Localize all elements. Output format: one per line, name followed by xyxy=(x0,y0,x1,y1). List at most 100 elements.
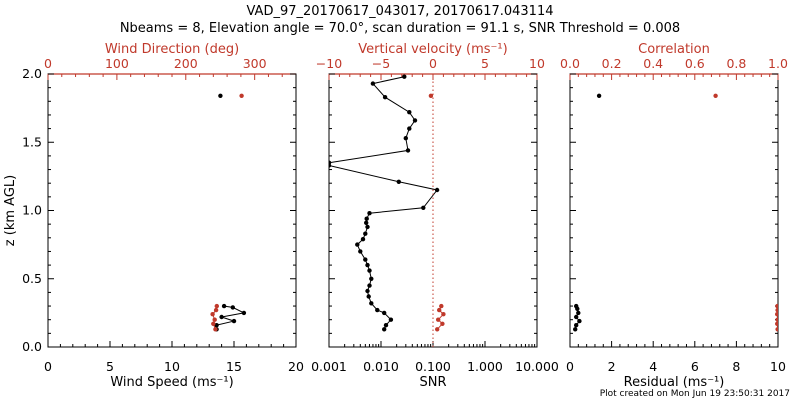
middle-panel-top-tick-label: −5 xyxy=(372,56,390,71)
middle-panel-black-series-0-point xyxy=(370,81,376,86)
middle-panel-black-series-0-point xyxy=(382,310,387,316)
left-panel-bottom-axis-label: Wind Speed (ms⁻¹) xyxy=(110,375,233,390)
middle-panel-black-series-0-point xyxy=(412,118,418,123)
middle-panel-black-series-0-point xyxy=(365,262,370,268)
left-panel-red-series-2-point xyxy=(214,303,219,309)
middle-panel-black-series-0-point xyxy=(329,160,332,165)
middle-panel-black-series-0-point xyxy=(364,216,369,221)
y-tick-label: 2.0 xyxy=(22,66,42,81)
middle-panel-black-series-0-point xyxy=(375,307,380,313)
left-panel-top-tick-label: 0 xyxy=(44,56,52,71)
right-panel-black-series-0-point xyxy=(574,323,579,328)
left-panel-black-series-0-point xyxy=(241,310,247,316)
middle-panel-top-tick-label: 10 xyxy=(529,56,545,71)
plot-created-footer: Plot created on Mon Jun 19 23:50:31 2017 xyxy=(600,389,790,399)
left-panel-red-series-2-point xyxy=(213,327,218,332)
right-panel-top-tick-label: 0.0 xyxy=(560,56,580,71)
middle-panel-black-series-0-point xyxy=(358,249,363,254)
middle-panel-red-series-2-point xyxy=(428,93,434,99)
left-panel-black-series-1-point xyxy=(218,93,223,99)
middle-panel-red-series-1-point xyxy=(439,303,444,309)
left-panel-frame xyxy=(47,73,297,348)
right-panel-black-series-0-point xyxy=(577,318,582,324)
right-panel-bottom-tick-label: 2 xyxy=(608,359,616,374)
right-panel-top-tick-label: 0.2 xyxy=(602,56,622,71)
right-panel-black-series-1-point xyxy=(596,93,602,99)
middle-panel-black-series-0-point xyxy=(388,317,394,322)
left-panel-bottom-tick-label: 15 xyxy=(226,359,242,374)
middle-panel-black-series-0-point xyxy=(363,231,368,236)
right-panel-bottom-axis-label: Residual (ms⁻¹) xyxy=(624,375,725,390)
figure-title-line-2: Nbeams = 8, Elevation angle = 70.0°, sca… xyxy=(120,21,680,36)
middle-panel-black-series-0-point xyxy=(365,224,370,230)
right-panel-top-axis-label: Correlation xyxy=(638,42,710,57)
right-panel-red-series-2-point xyxy=(775,303,778,309)
left-panel-black-series-0-point xyxy=(231,318,237,324)
middle-panel-black-series-0-point xyxy=(369,301,374,306)
middle-panel-bottom-tick-label: 0.001 xyxy=(311,359,347,374)
right-panel-bottom-tick-label: 8 xyxy=(732,359,740,374)
middle-panel-red-series-1-point xyxy=(440,321,445,326)
middle-panel-red-series-1-point xyxy=(437,307,442,313)
middle-panel-top-axis-label: Vertical velocity (ms⁻¹) xyxy=(358,42,507,57)
middle-panel-black-series-0-point xyxy=(402,74,407,79)
right-panel-top-tick-label: 0.6 xyxy=(685,56,705,71)
left-panel-top-axis-label: Wind Direction (deg) xyxy=(105,42,239,57)
middle-panel-black-series-0-point xyxy=(403,136,408,141)
left-panel-bottom-tick-label: 5 xyxy=(106,359,114,374)
right-panel-bottom-tick-label: 0 xyxy=(566,359,574,374)
middle-panel-top-tick-label: 5 xyxy=(481,56,489,71)
middle-panel-bottom-axis-label: SNR xyxy=(419,375,446,390)
right-panel-black-series-0-point xyxy=(576,310,581,316)
middle-panel-red-series-1-point xyxy=(441,312,446,317)
middle-panel-black-series-0-point xyxy=(382,327,387,332)
left-panel-red-series-2-point xyxy=(212,317,217,322)
y-axis-label: z (km AGL) xyxy=(3,175,18,246)
middle-panel-red-series-1-point xyxy=(436,317,441,322)
y-tick-label: 0.0 xyxy=(22,339,42,354)
right-panel-bottom-tick-label: 10 xyxy=(770,359,786,374)
middle-panel-black-series-0-point xyxy=(365,288,370,294)
middle-panel-black-series-0-point xyxy=(367,211,372,216)
middle-panel-black-series-0-point xyxy=(396,179,401,184)
middle-panel-black-series-0-point xyxy=(407,110,412,115)
left-panel-top-tick-label: 300 xyxy=(243,56,267,71)
right-panel-series-group xyxy=(573,93,778,332)
figure-title-line-1: VAD_97_20170617_043017, 20170617.043114 xyxy=(247,4,554,19)
middle-panel-black-series-0-point xyxy=(367,268,372,273)
middle-panel-black-series-0-point xyxy=(421,205,426,210)
middle-panel-black-series-0-point xyxy=(382,95,388,100)
middle-panel-top-tick-label: 0 xyxy=(429,56,437,71)
left-panel-bottom-tick-label: 20 xyxy=(288,359,304,374)
left-panel-top-tick-label: 200 xyxy=(174,56,198,71)
middle-panel-bottom-tick-label: 0.100 xyxy=(415,359,451,374)
middle-panel-top-tick-label: −10 xyxy=(316,56,342,71)
middle-panel-black-series-0-point xyxy=(383,323,389,328)
left-panel-black-series-0-point xyxy=(219,314,224,320)
middle-panel-black-series-0-point xyxy=(355,242,360,247)
middle-panel-black-series-0-point xyxy=(434,187,440,193)
left-panel-red-series-2-point xyxy=(213,307,219,313)
y-tick-label: 1.0 xyxy=(22,203,42,218)
middle-panel-bottom-tick-label: 0.010 xyxy=(363,359,399,374)
right-panel-red-series-2-point xyxy=(775,317,778,322)
right-panel-red-series-2-point xyxy=(775,312,778,317)
left-panel-bottom-tick-label: 0 xyxy=(44,359,52,374)
right-panel-bottom-tick-label: 4 xyxy=(649,359,657,374)
right-panel-top-tick-label: 0.4 xyxy=(643,56,663,71)
right-panel-red-series-2-point xyxy=(775,327,778,332)
y-tick-label: 0.5 xyxy=(22,271,42,286)
right-panel-top-tick-label: 1.0 xyxy=(768,56,788,71)
right-panel-black-series-0-point xyxy=(574,314,579,320)
middle-panel-bottom-tick-label: 10.000 xyxy=(515,359,559,374)
right-panel-red-series-2-point xyxy=(775,307,778,313)
middle-panel-bottom-tick-label: 1.000 xyxy=(467,359,503,374)
left-panel-bottom-tick-label: 10 xyxy=(164,359,180,374)
right-panel-red-series-3-point xyxy=(713,93,718,99)
middle-panel-black-series-0-point xyxy=(405,148,411,153)
middle-panel-black-series-0-line xyxy=(329,76,438,330)
middle-panel-black-series-0-point xyxy=(360,237,366,242)
right-panel-black-series-0-point xyxy=(574,303,579,309)
middle-panel-red-series-1-point xyxy=(435,327,440,332)
middle-panel-black-series-0-point xyxy=(369,276,374,281)
